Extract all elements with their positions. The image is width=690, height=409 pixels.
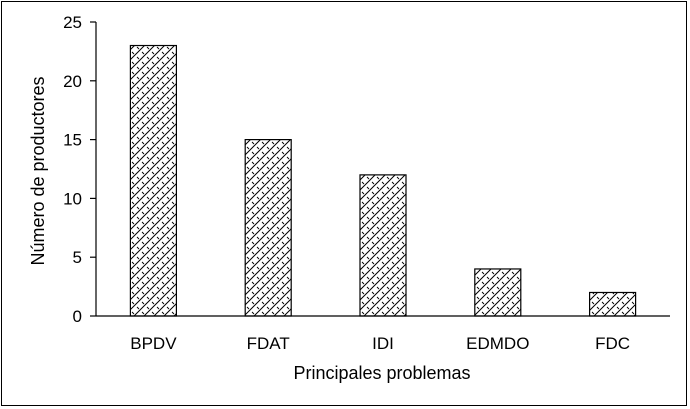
x-tick-label: FDC bbox=[595, 334, 630, 353]
y-tick-label: 10 bbox=[63, 189, 82, 208]
bar-fdat bbox=[244, 139, 292, 317]
y-tick-label: 0 bbox=[73, 307, 82, 326]
x-tick-label: EDMDO bbox=[466, 334, 529, 353]
x-tick-label: BPDV bbox=[130, 334, 177, 353]
bar-idi bbox=[359, 174, 407, 317]
y-ticks-group: 0 5 10 15 20 25 bbox=[63, 13, 96, 326]
y-tick-label: 25 bbox=[63, 13, 82, 32]
y-tick-label: 20 bbox=[63, 72, 82, 91]
x-ticks-group: BPDV FDAT IDI EDMDO FDC bbox=[130, 334, 630, 353]
x-axis-title: Principales problemas bbox=[293, 363, 470, 383]
y-tick-label: 15 bbox=[63, 131, 82, 150]
bar-fdc bbox=[588, 291, 637, 317]
bar-edmdo bbox=[474, 268, 522, 317]
y-tick-label: 5 bbox=[73, 248, 82, 267]
bars-group bbox=[129, 44, 637, 317]
x-tick-label: IDI bbox=[372, 334, 394, 353]
bar-bpdv bbox=[129, 44, 177, 317]
y-axis-title: Número de productores bbox=[28, 76, 48, 265]
axes-group bbox=[95, 22, 670, 317]
x-tick-label: FDAT bbox=[247, 334, 290, 353]
